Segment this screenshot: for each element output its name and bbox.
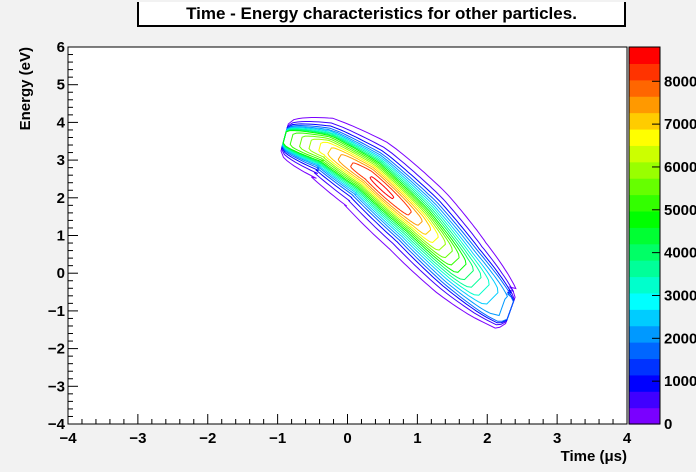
y-tick-label: −3 bbox=[48, 378, 65, 395]
colorbar-swatch bbox=[629, 374, 660, 392]
colorbar-tick-label: 0 bbox=[664, 416, 672, 433]
colorbar-swatch bbox=[629, 210, 660, 228]
contour-level-16 bbox=[350, 162, 412, 216]
colorbar-swatch bbox=[629, 227, 660, 245]
colorbar-frame bbox=[628, 46, 661, 425]
contour-level-0 bbox=[280, 117, 517, 329]
y-tick-label: −4 bbox=[48, 416, 66, 433]
colorbar-swatch bbox=[629, 260, 660, 278]
contour-level-3 bbox=[281, 124, 515, 322]
y-tick-label: 5 bbox=[57, 77, 65, 94]
x-tick-label: −2 bbox=[199, 430, 216, 447]
x-tick-label: 4 bbox=[623, 430, 632, 447]
x-tick-label: 3 bbox=[553, 430, 561, 447]
y-tick-label: 4 bbox=[57, 114, 66, 131]
colorbar-tick-label: 4000 bbox=[664, 245, 696, 262]
y-tick-label: 2 bbox=[57, 190, 65, 207]
x-tick-label: −3 bbox=[129, 430, 146, 447]
colorbar-tick-label: 7000 bbox=[664, 116, 696, 133]
x-axis: −4 −3 −2 −1 0 1 2 3 4 bbox=[59, 414, 632, 447]
y-tick-label: 0 bbox=[57, 265, 65, 282]
colorbar-swatch bbox=[629, 194, 660, 212]
chart-title: Time - Energy characteristics for other … bbox=[137, 2, 626, 27]
contour-level-12 bbox=[308, 138, 446, 251]
colorbar-swatch bbox=[629, 309, 660, 327]
contour-level-13 bbox=[318, 141, 439, 244]
contour-level-5 bbox=[282, 127, 499, 305]
colorbar-swatch bbox=[629, 96, 660, 114]
colorbar-tick-label: 8000 bbox=[664, 73, 696, 90]
y-tick-label: 6 bbox=[57, 39, 65, 56]
y-tick-label: 1 bbox=[57, 228, 65, 245]
colorbar-tick-label: 5000 bbox=[664, 202, 696, 219]
color-scale-bar: 0 1000 2000 3000 4000 5000 6000 7000 8000 bbox=[628, 46, 696, 433]
colorbar-tick-label: 2000 bbox=[664, 330, 696, 347]
x-tick-label: −1 bbox=[269, 430, 286, 447]
colorbar-tick-label: 6000 bbox=[664, 159, 696, 176]
contour-lines bbox=[280, 117, 517, 329]
x-tick-label: −4 bbox=[59, 430, 77, 447]
contour-level-9 bbox=[282, 129, 467, 273]
contour-level-10 bbox=[289, 132, 460, 266]
colorbar-swatch bbox=[629, 145, 660, 163]
colorbar-swatch bbox=[629, 47, 660, 64]
contour-level-1 bbox=[280, 121, 515, 326]
colorbar-swatch bbox=[629, 128, 660, 146]
colorbar-swatch bbox=[629, 358, 660, 376]
plot-frame bbox=[67, 46, 628, 425]
x-tick-label: 0 bbox=[343, 430, 351, 447]
y-axis-label: Energy (eV) bbox=[17, 47, 34, 130]
colorbar-swatch bbox=[629, 342, 660, 360]
colorbar-swatch bbox=[629, 161, 660, 179]
contour-level-15 bbox=[337, 154, 423, 226]
contour-level-8 bbox=[282, 129, 474, 281]
x-tick-label: 1 bbox=[413, 430, 421, 447]
colorbar-swatch bbox=[629, 292, 660, 310]
y-axis: −4 −3 −2 −1 0 1 2 3 4 5 6 bbox=[48, 39, 78, 433]
contour-level-6 bbox=[282, 127, 490, 296]
colorbar-swatch bbox=[629, 276, 660, 294]
y-tick-label: 3 bbox=[57, 152, 65, 169]
contour-level-7 bbox=[282, 128, 482, 288]
x-tick-label: 2 bbox=[483, 430, 491, 447]
colorbar-tick-label: 1000 bbox=[664, 373, 696, 390]
contour-level-2 bbox=[281, 123, 515, 324]
colorbar-swatch bbox=[629, 63, 660, 81]
contour-level-11 bbox=[299, 135, 453, 259]
y-tick-label: −2 bbox=[48, 341, 65, 358]
contour-level-4 bbox=[281, 126, 508, 317]
y-tick-label: −1 bbox=[48, 303, 65, 320]
colorbar-swatch bbox=[629, 112, 660, 130]
colorbar-swatch bbox=[629, 407, 660, 425]
contour-level-14 bbox=[327, 147, 432, 235]
colorbar-swatch bbox=[629, 325, 660, 343]
colorbar-swatch bbox=[629, 178, 660, 196]
colorbar-swatch bbox=[629, 391, 660, 409]
colorbar-swatch bbox=[629, 243, 660, 261]
colorbar-tick-label: 3000 bbox=[664, 287, 696, 304]
x-axis-label: Time (μs) bbox=[561, 448, 627, 465]
colorbar-swatch bbox=[629, 79, 660, 97]
contour-level-17 bbox=[369, 176, 395, 200]
